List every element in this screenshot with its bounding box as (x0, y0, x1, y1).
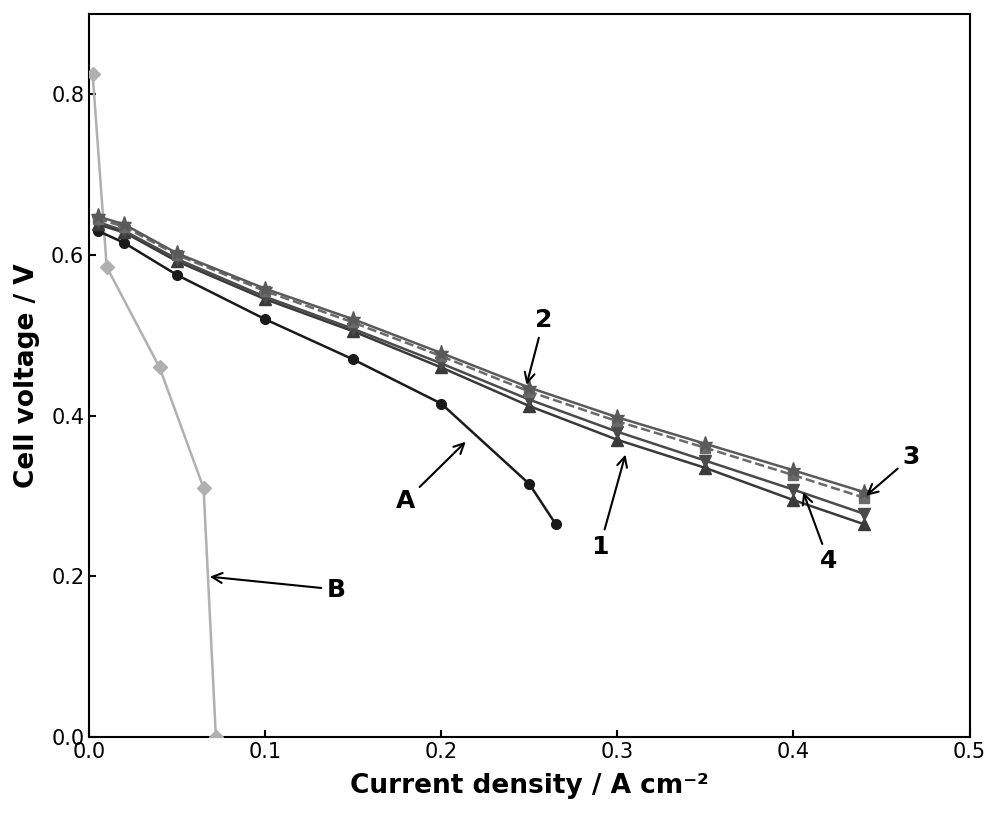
Text: 4: 4 (803, 494, 837, 573)
Text: 3: 3 (868, 445, 920, 494)
Text: A: A (395, 443, 464, 513)
X-axis label: Current density / A cm⁻²: Current density / A cm⁻² (350, 773, 709, 799)
Text: 1: 1 (591, 457, 627, 559)
Text: B: B (212, 573, 346, 602)
Y-axis label: Cell voltage / V: Cell voltage / V (14, 263, 40, 488)
Text: 2: 2 (525, 308, 552, 383)
